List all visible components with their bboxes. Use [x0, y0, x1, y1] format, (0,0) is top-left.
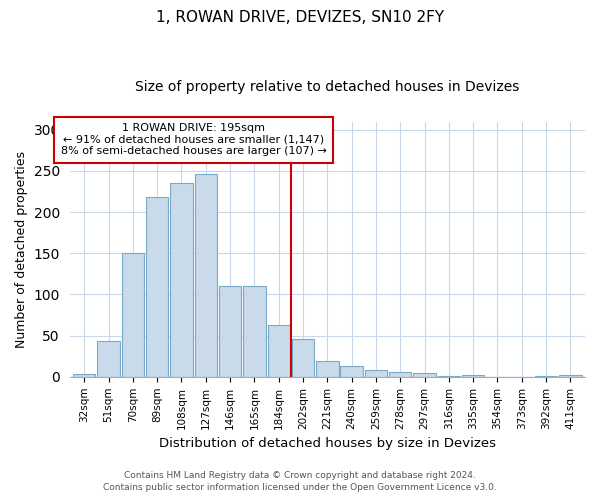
Bar: [340, 366, 363, 377]
Text: 1, ROWAN DRIVE, DEVIZES, SN10 2FY: 1, ROWAN DRIVE, DEVIZES, SN10 2FY: [156, 10, 444, 25]
Bar: [462, 375, 484, 377]
Bar: [389, 372, 412, 377]
Title: Size of property relative to detached houses in Devizes: Size of property relative to detached ho…: [135, 80, 520, 94]
Bar: [437, 376, 460, 377]
Bar: [559, 375, 581, 377]
Bar: [194, 174, 217, 377]
Text: 1 ROWAN DRIVE: 195sqm
← 91% of detached houses are smaller (1,147)
8% of semi-de: 1 ROWAN DRIVE: 195sqm ← 91% of detached …: [61, 123, 326, 156]
Bar: [219, 286, 241, 377]
Bar: [316, 361, 338, 377]
Bar: [170, 184, 193, 377]
Bar: [292, 339, 314, 377]
Bar: [146, 198, 169, 377]
X-axis label: Distribution of detached houses by size in Devizes: Distribution of detached houses by size …: [159, 437, 496, 450]
Bar: [365, 370, 387, 377]
Y-axis label: Number of detached properties: Number of detached properties: [15, 150, 28, 348]
Bar: [535, 376, 557, 377]
Bar: [268, 325, 290, 377]
Bar: [243, 286, 266, 377]
Bar: [73, 374, 95, 377]
Bar: [122, 254, 144, 377]
Text: Contains HM Land Registry data © Crown copyright and database right 2024.
Contai: Contains HM Land Registry data © Crown c…: [103, 471, 497, 492]
Bar: [413, 372, 436, 377]
Bar: [97, 340, 120, 377]
